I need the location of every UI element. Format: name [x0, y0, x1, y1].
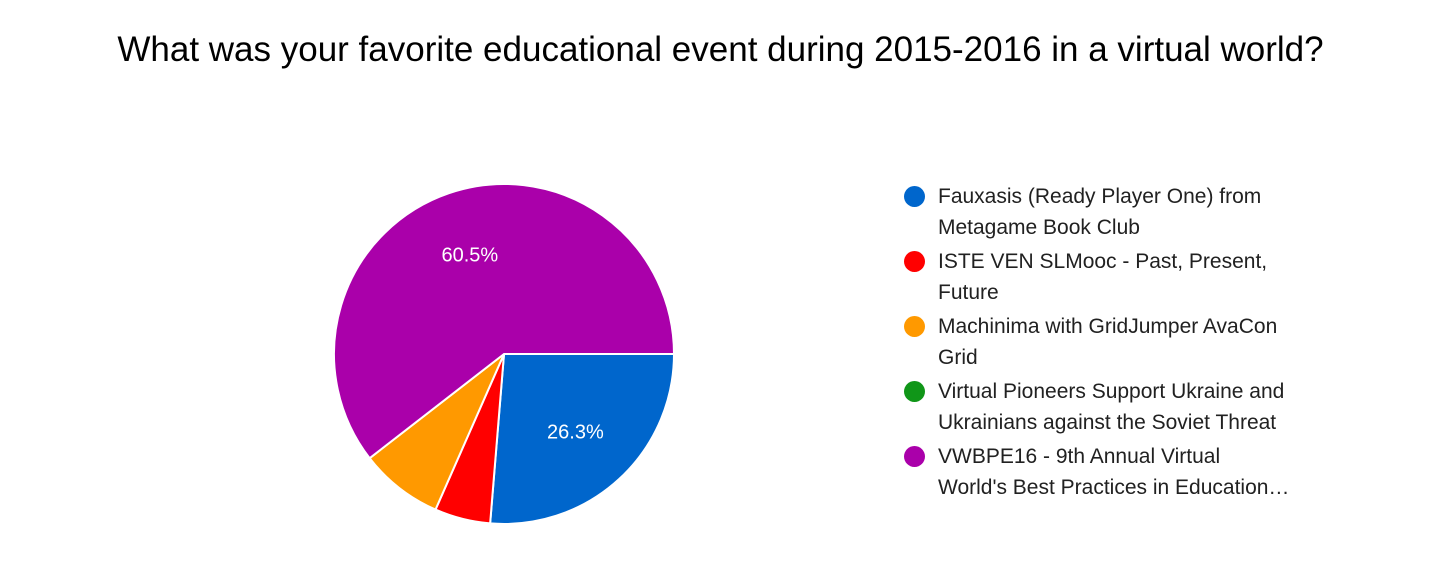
- legend-item[interactable]: VWBPE16 - 9th Annual Virtual World's Best…: [904, 441, 1344, 503]
- legend-label-line: Virtual Pioneers Support Ukraine and: [938, 380, 1285, 403]
- legend-label-line: Metagame Book Club: [938, 216, 1140, 239]
- legend-item[interactable]: ISTE VEN SLMooc - Past, Present, Future: [904, 246, 1344, 308]
- chart-legend: Fauxasis (Ready Player One) from Metagame…: [904, 181, 1344, 506]
- legend-label-line: ISTE VEN SLMooc - Past, Present,: [938, 250, 1268, 273]
- pie-slice-5: [333, 183, 676, 460]
- legend-label: VWBPE16 - 9th Annual Virtual World's Best…: [938, 441, 1344, 503]
- legend-label: ISTE VEN SLMooc - Past, Present, Future: [938, 246, 1344, 308]
- legend-label: Virtual Pioneers Support Ukraine and Ukra…: [938, 376, 1344, 438]
- legend-label-line: Ukrainians against the Soviet Threat: [938, 411, 1277, 434]
- legend-item[interactable]: Fauxasis (Ready Player One) from Metagame…: [904, 181, 1344, 243]
- legend-item[interactable]: Virtual Pioneers Support Ukraine and Ukra…: [904, 376, 1344, 438]
- pie-data-label-5: 60.5%: [442, 244, 499, 266]
- legend-label: Fauxasis (Ready Player One) from Metagame…: [938, 181, 1344, 243]
- legend-swatch-icon: [904, 251, 925, 272]
- legend-swatch-icon: [904, 316, 925, 337]
- legend-label-line: World's Best Practices in Education…: [938, 476, 1290, 499]
- legend-label-line: Machinima with GridJumper AvaCon: [938, 315, 1278, 338]
- legend-label-line: Future: [938, 281, 999, 304]
- legend-swatch-icon: [904, 446, 925, 467]
- legend-label: Machinima with GridJumper AvaCon Grid: [938, 311, 1344, 373]
- pie-data-label-1: 26.3%: [547, 422, 604, 444]
- legend-swatch-icon: [904, 381, 925, 402]
- legend-item[interactable]: Machinima with GridJumper AvaCon Grid: [904, 311, 1344, 373]
- legend-swatch-icon: [904, 186, 925, 207]
- chart-title: What was your favorite educational event…: [117, 30, 1324, 69]
- legend-label-line: Fauxasis (Ready Player One) from: [938, 185, 1262, 208]
- legend-label-line: Grid: [938, 346, 978, 369]
- pie-slice-1: [489, 353, 676, 525]
- legend-label-line: VWBPE16 - 9th Annual Virtual: [938, 445, 1221, 468]
